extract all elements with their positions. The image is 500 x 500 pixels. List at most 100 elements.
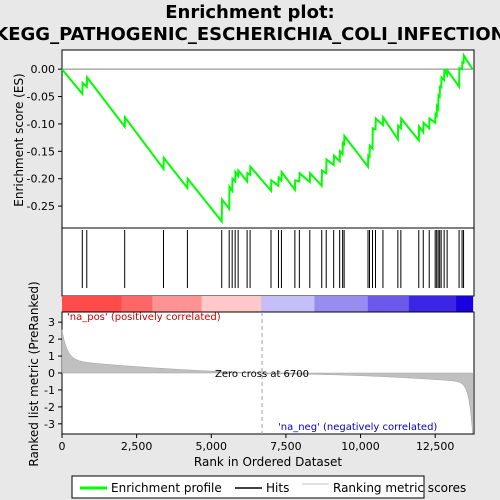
color-bar-cell — [234, 296, 238, 312]
color-bar-cell — [133, 296, 137, 312]
color-bar-cell — [90, 296, 94, 312]
color-bar-cell — [281, 296, 285, 312]
color-bar-cell — [316, 296, 320, 312]
color-bar-cell — [84, 296, 88, 312]
zero-cross-label: Zero cross at 6700 — [215, 369, 309, 380]
legend — [71, 475, 425, 499]
color-bar-cell — [408, 296, 412, 312]
color-bar-cell — [427, 296, 431, 312]
color-bar-cell — [378, 296, 381, 312]
color-bar-cell — [187, 296, 190, 312]
color-bar-cell — [419, 296, 422, 312]
color-bar-cell — [423, 296, 426, 312]
color-bar-cell — [367, 296, 371, 312]
color-bar-cell — [267, 296, 270, 312]
color-bar-cell — [123, 296, 127, 312]
es-panel — [61, 49, 475, 229]
hits-group — [81, 230, 465, 288]
color-bar-cell — [314, 296, 318, 312]
es-y-tick-label: -0.05 — [27, 91, 55, 104]
color-bar-cell — [306, 296, 309, 312]
color-bar-cell — [441, 296, 445, 312]
color-bar-cell — [265, 296, 268, 312]
color-bar-cell — [369, 296, 373, 312]
legend-ranking-metric: Ranking metric scores — [333, 481, 466, 495]
color-bar-cell — [78, 296, 82, 312]
color-bar-cell — [410, 296, 414, 312]
color-bar-cell — [353, 296, 357, 312]
color-bar-cell — [386, 296, 389, 312]
color-bar-cell — [250, 296, 254, 312]
color-bar-cell — [332, 296, 336, 312]
color-bar-cell — [470, 296, 474, 312]
color-bar-cell — [185, 296, 188, 312]
color-bar-cell — [74, 296, 77, 312]
color-bar-cell — [322, 296, 326, 312]
color-bar-cell — [287, 296, 291, 312]
color-bar-cell — [203, 296, 207, 312]
color-bar-cell — [285, 296, 289, 312]
color-bar-cell — [191, 296, 194, 312]
color-bar-cell — [371, 296, 375, 312]
color-bar-cell — [394, 296, 398, 312]
color-bar-cell — [209, 296, 213, 312]
color-bar-cell — [466, 296, 470, 312]
color-bar-cell — [80, 296, 84, 312]
color-bar-cell — [345, 296, 348, 312]
color-bar-cell — [390, 296, 394, 312]
color-bar-cell — [343, 296, 346, 312]
color-bar-cell — [273, 296, 277, 312]
color-bar-cell — [68, 296, 71, 312]
color-bar-cell — [86, 296, 90, 312]
color-bar-cell — [139, 296, 143, 312]
color-bar-cell — [402, 296, 406, 312]
metric-y-tick-label: 3 — [48, 316, 55, 329]
color-bar-cell — [131, 296, 135, 312]
rank-color-bar — [62, 296, 474, 312]
color-bar-cell — [429, 296, 433, 312]
metric-y-tick-label: 0 — [48, 367, 55, 380]
color-bar-cell — [275, 296, 279, 312]
color-bar-cell — [172, 296, 176, 312]
color-bar-cell — [125, 296, 129, 312]
color-bar-cell — [380, 296, 383, 312]
color-bar-cell — [388, 296, 392, 312]
color-bar-cell — [289, 296, 293, 312]
color-bar-cell — [351, 296, 355, 312]
color-bar-cell — [82, 296, 86, 312]
legend-hits: Hits — [266, 481, 289, 495]
color-bar-cell — [462, 296, 465, 312]
color-bar-cell — [437, 296, 441, 312]
x-tick-label: 5,000 — [196, 440, 228, 453]
color-bar-cell — [220, 296, 223, 312]
color-bar-cell — [168, 296, 172, 312]
chart-title-line-2: KEGG_PATHOGENIC_ESCHERICHIA_COLI_INFECTI… — [0, 24, 500, 45]
color-bar-cell — [254, 296, 258, 312]
color-bar-cell — [449, 296, 453, 312]
color-bar-cell — [308, 296, 311, 312]
color-bar-cell — [170, 296, 174, 312]
color-bar-cell — [109, 296, 112, 312]
color-bar-cell — [115, 296, 119, 312]
ranking-metric-area — [61, 329, 473, 434]
color-bar-cell — [400, 296, 404, 312]
color-bar-cell — [252, 296, 256, 312]
color-bar-cell — [447, 296, 451, 312]
color-bar-cell — [193, 296, 197, 312]
metric-y-axis: 3 2 1 0 -1 -2 -3 — [44, 316, 62, 431]
color-bar-cell — [339, 296, 342, 312]
color-bar-cell — [148, 296, 151, 312]
color-bar-cell — [433, 296, 437, 312]
color-bar-cell — [300, 296, 303, 312]
color-bar-cell — [431, 296, 435, 312]
metric-y-tick-label: -1 — [44, 384, 55, 397]
color-bar-cell — [334, 296, 338, 312]
color-bar-cell — [178, 296, 182, 312]
color-bar-cell — [144, 296, 147, 312]
color-bar-cell — [435, 296, 439, 312]
color-bar-cell — [349, 296, 353, 312]
color-bar-cell — [135, 296, 139, 312]
es-y-tick-label: 0.00 — [31, 63, 56, 76]
color-bar-cell — [103, 296, 106, 312]
